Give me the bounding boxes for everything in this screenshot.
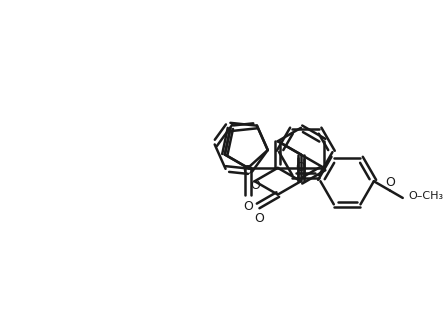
Text: O: O: [254, 212, 264, 225]
Text: O: O: [251, 179, 261, 192]
Text: O–CH₃: O–CH₃: [409, 191, 444, 201]
Text: O: O: [385, 176, 395, 189]
Text: O: O: [243, 200, 253, 213]
Text: O: O: [242, 164, 252, 177]
Text: O: O: [295, 161, 305, 174]
